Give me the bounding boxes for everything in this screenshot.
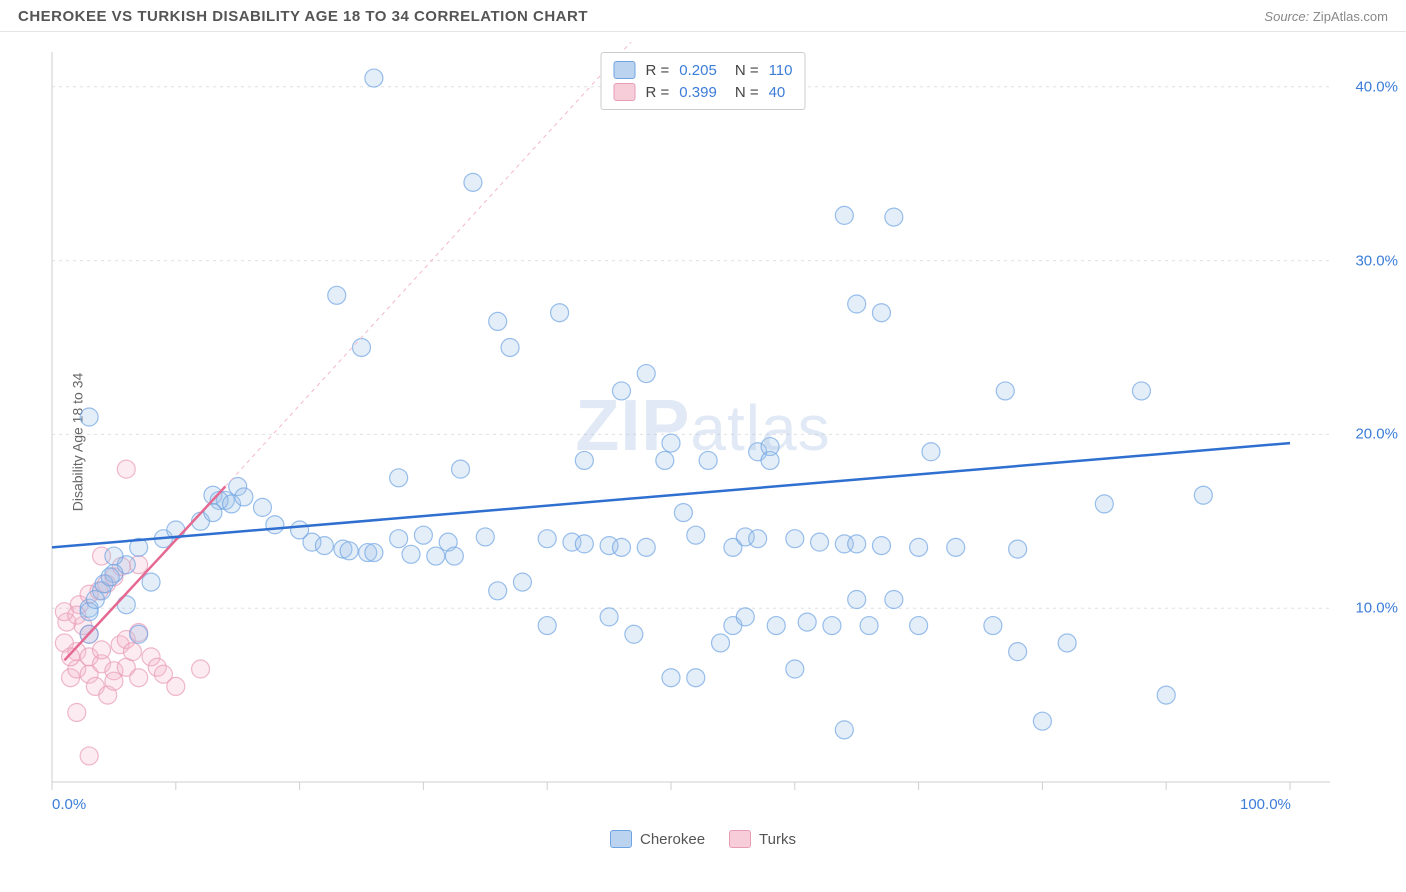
y-tick-label: 10.0% xyxy=(1355,600,1398,617)
y-tick-label: 20.0% xyxy=(1355,426,1398,443)
correlation-legend: R =0.205N =110R =0.399N =40 xyxy=(601,52,806,110)
chart-header: CHEROKEE VS TURKISH DISABILITY AGE 18 TO… xyxy=(0,0,1406,32)
legend-swatch xyxy=(614,61,636,79)
y-tick-label: 30.0% xyxy=(1355,252,1398,269)
legend-row: R =0.399N =40 xyxy=(614,81,793,103)
chart-source: Source: ZipAtlas.com xyxy=(1264,9,1388,24)
x-tick-label: 100.0% xyxy=(1240,796,1291,813)
legend-swatch xyxy=(729,830,751,848)
legend-row: R =0.205N =110 xyxy=(614,59,793,81)
legend-item: Cherokee xyxy=(610,830,705,848)
y-tick-label: 40.0% xyxy=(1355,78,1398,95)
legend-swatch xyxy=(614,83,636,101)
chart-title: CHEROKEE VS TURKISH DISABILITY AGE 18 TO… xyxy=(18,8,588,25)
series-legend: Cherokee Turks xyxy=(610,830,796,848)
legend-swatch xyxy=(610,830,632,848)
legend-item: Turks xyxy=(729,830,796,848)
x-tick-label: 0.0% xyxy=(52,796,86,813)
scatter-plot-svg xyxy=(50,42,1350,812)
plot-area: Disability Age 18 to 34 ZIPatlas R =0.20… xyxy=(0,32,1406,852)
